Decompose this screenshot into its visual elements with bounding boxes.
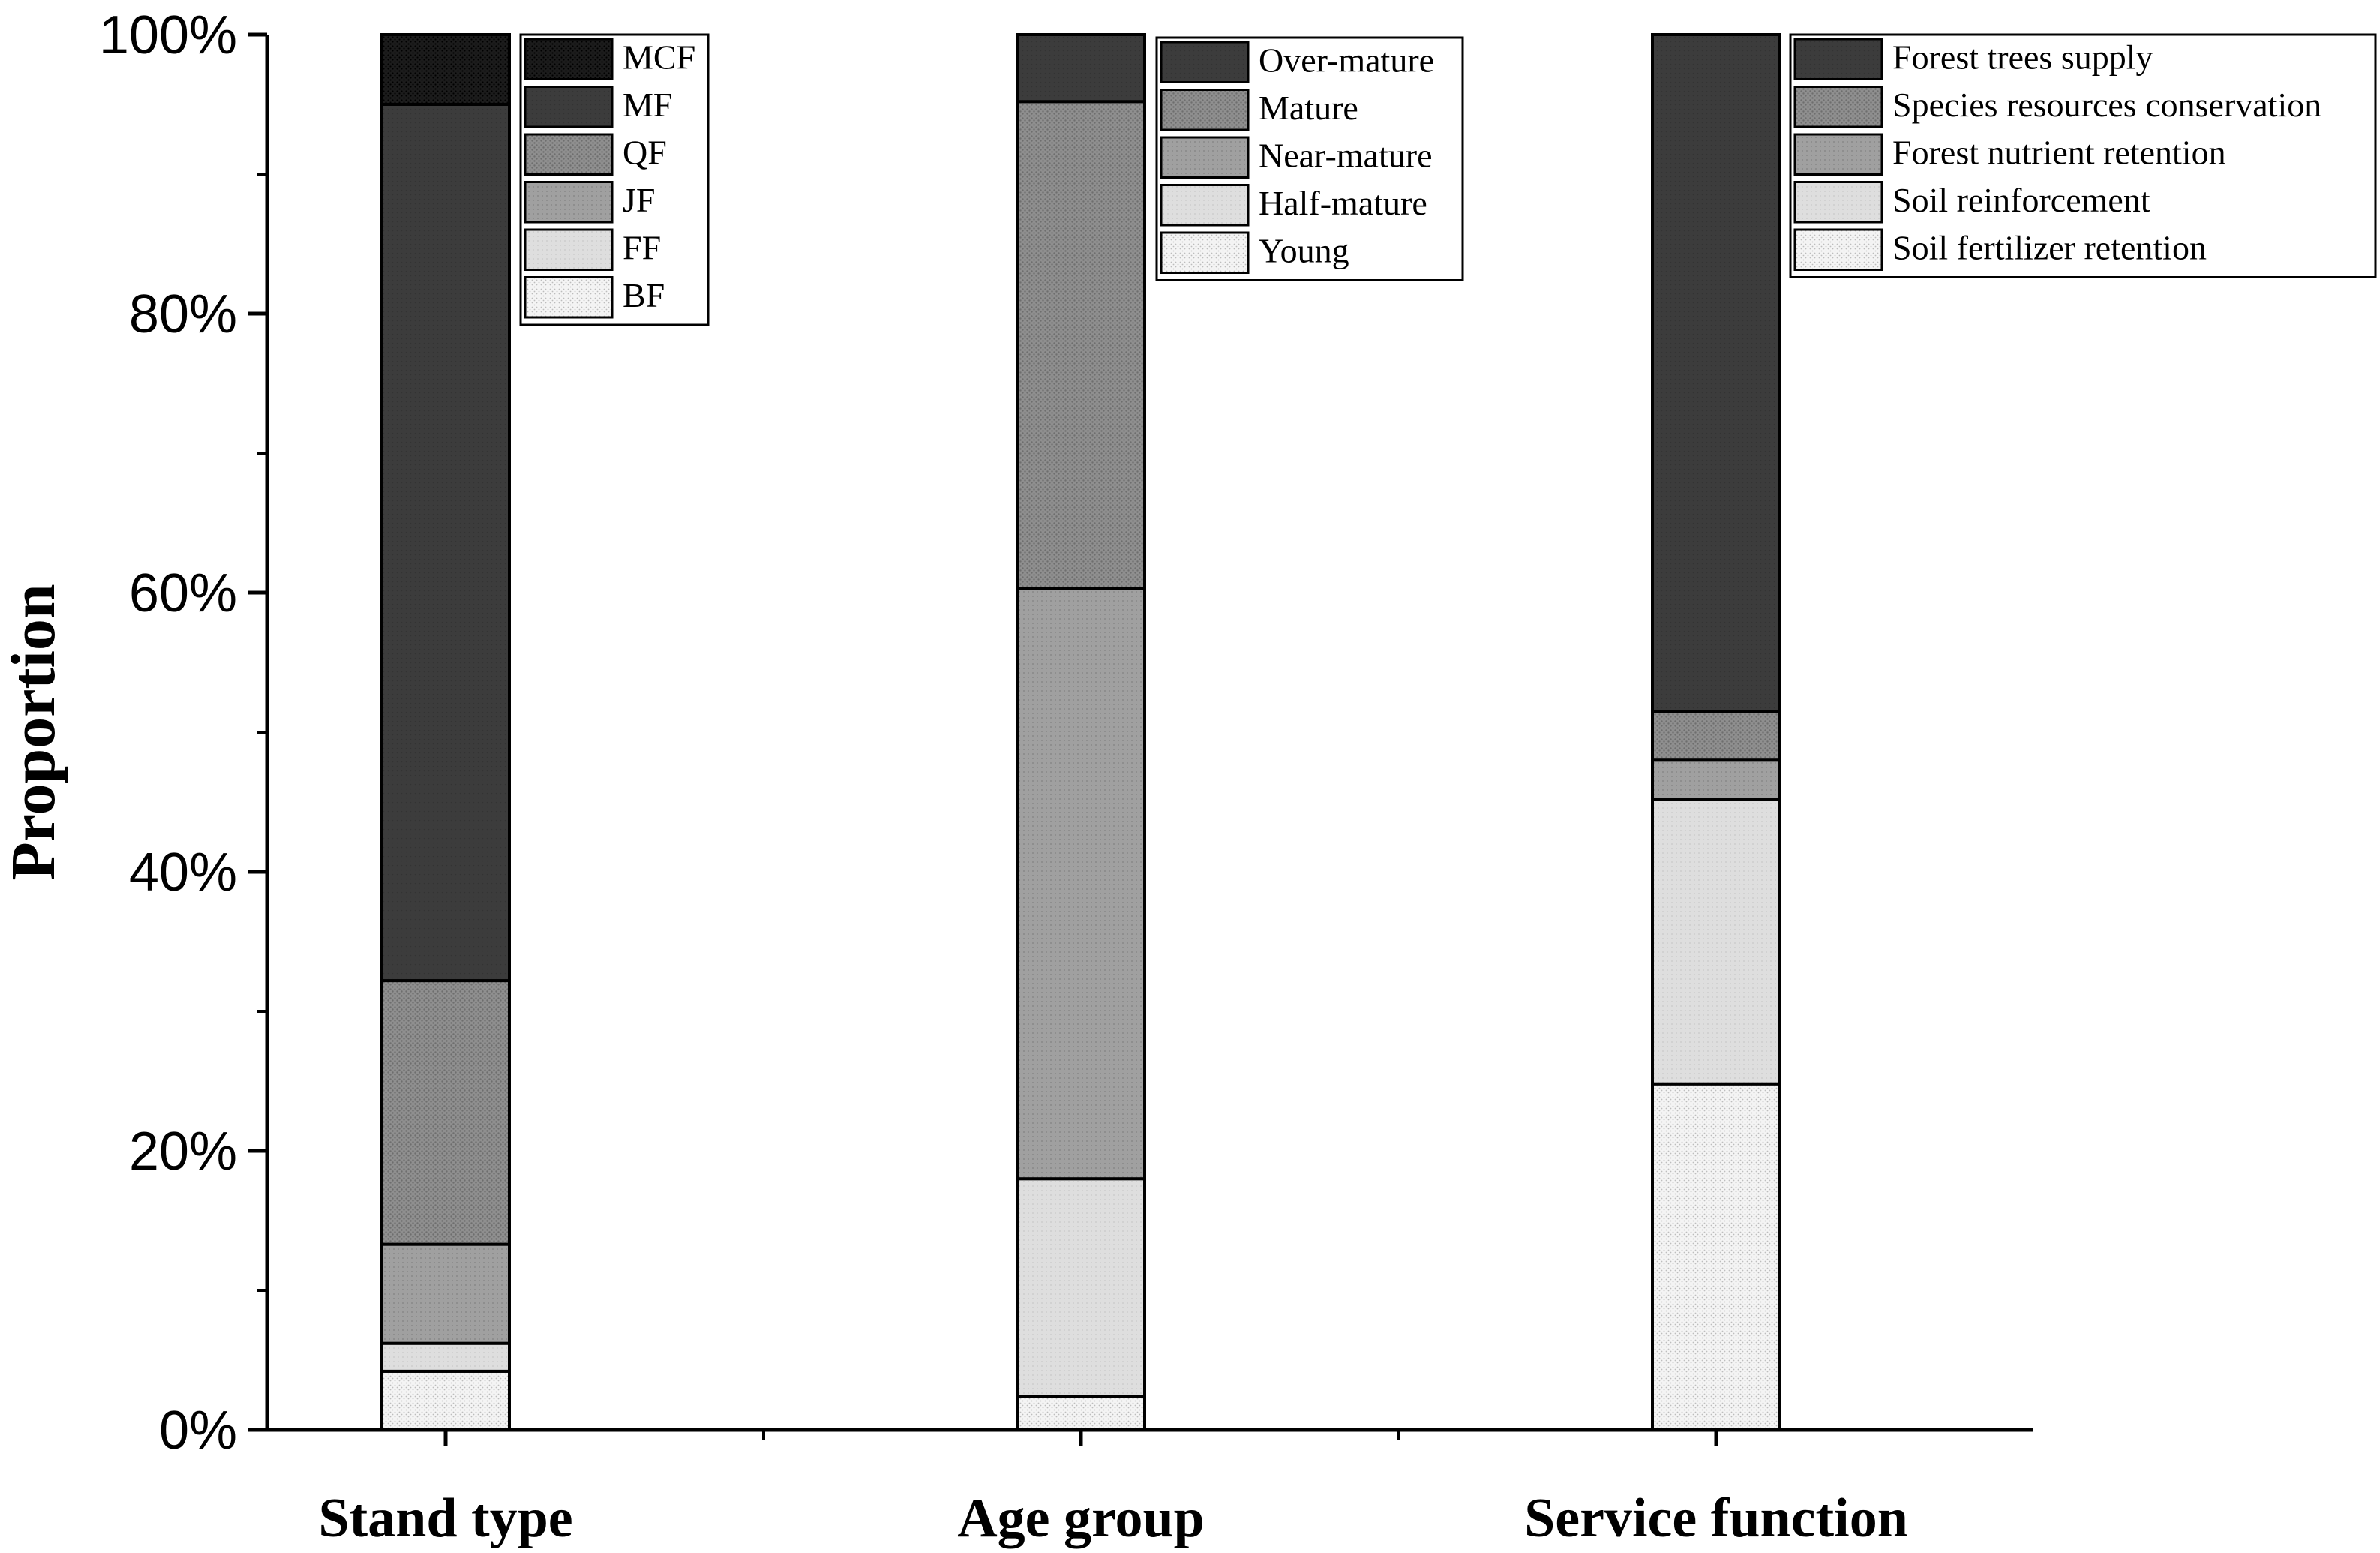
legend-label-jf: JF <box>623 181 655 219</box>
legend-swatch-mature <box>1160 89 1250 131</box>
legend-swatch-jf <box>524 181 614 224</box>
y-tick-label: 0% <box>159 1401 237 1461</box>
legend-swatch-qf <box>524 133 614 176</box>
legend-label-bf: BF <box>623 276 665 314</box>
legend-label-mcf: MCF <box>623 38 695 77</box>
bar-segment-soil-fertilizer-retention <box>1651 1082 1781 1431</box>
bar-layer <box>380 33 1781 1432</box>
legend-label-mf: MF <box>623 86 672 124</box>
legend-label-soil-reinforcement: Soil reinforcement <box>1892 181 2150 219</box>
y-ticks: 0% 20% 40% 60% 80% 100% <box>99 5 267 1461</box>
legend-label-soil-fertilizer-retention: Soil fertilizer retention <box>1892 229 2207 267</box>
axes: 0% 20% 40% 60% 80% 100% Stand type Age group Se… <box>99 5 2033 1549</box>
legend-label-over-mature: Over-mature <box>1259 41 1434 80</box>
bar-segment-mf <box>380 103 511 983</box>
y-tick-label: 100% <box>99 5 237 65</box>
y-tick-label: 80% <box>129 284 237 344</box>
bar-segment-ff <box>380 1341 511 1373</box>
legend-swatch-over-mature <box>1160 41 1250 83</box>
bar-segment-mcf <box>380 33 511 106</box>
legend-swatch-young <box>1160 231 1250 274</box>
x-category-label: Service function <box>1524 1488 1908 1549</box>
legend-swatch-soil-reinforcement <box>1793 181 1883 224</box>
legend-box <box>1789 33 2377 278</box>
x-ticks: Stand type Age group Service function <box>318 1430 1908 1549</box>
bar-segment-half-mature <box>1016 1177 1146 1398</box>
legend-swatch-species-resources-conservation <box>1793 86 1883 128</box>
bar-segment-forest-nutrient-retention <box>1651 758 1781 801</box>
legend-label-ff: FF <box>623 229 661 267</box>
legend-label-qf: QF <box>623 134 667 172</box>
bar-segment-young <box>1016 1395 1146 1431</box>
legend-swatch-bf <box>524 276 614 319</box>
legend-swatch-mf <box>524 86 614 128</box>
legend-label-forest-nutrient-retention: Forest nutrient retention <box>1892 134 2226 172</box>
legend-swatch-forest-nutrient-retention <box>1793 133 1883 176</box>
bar-segment-qf <box>380 979 511 1246</box>
bar-segment-bf <box>380 1369 511 1432</box>
legend-swatch-soil-fertilizer-retention <box>1793 228 1883 271</box>
y-tick-label: 20% <box>129 1122 237 1182</box>
bar-segment-over-mature <box>1016 33 1146 104</box>
legend-label-young: Young <box>1259 232 1349 270</box>
legend-swatch-mcf <box>524 38 614 80</box>
legend-swatch-ff <box>524 228 614 271</box>
y-axis-label: Proportion <box>0 584 68 880</box>
bar-segment-species-resources-conservation <box>1651 710 1781 762</box>
legend-swatch-half-mature <box>1160 184 1250 227</box>
legend-label-near-mature: Near-mature <box>1259 137 1432 175</box>
bar-segment-mature <box>1016 100 1146 590</box>
legend-label-mature: Mature <box>1259 89 1358 127</box>
x-category-label: Stand type <box>318 1488 572 1549</box>
legend-swatch-forest-trees-supply <box>1793 38 1883 80</box>
y-tick-label: 40% <box>129 843 237 903</box>
y-tick-label: 60% <box>129 563 237 623</box>
legends: MCF MF QF JF FF BF Over-mature Mature Near-matur… <box>519 33 2377 326</box>
legend-label-half-mature: Half-mature <box>1259 184 1427 222</box>
x-category-label: Age group <box>957 1488 1205 1549</box>
bar-segment-forest-trees-supply <box>1651 33 1781 713</box>
legend-label-species-resources-conservation: Species resources conservation <box>1892 86 2321 124</box>
bar-segment-jf <box>380 1242 511 1345</box>
bar-segment-near-mature <box>1016 587 1146 1181</box>
legend-label-forest-trees-supply: Forest trees supply <box>1892 38 2153 77</box>
legend-swatch-near-mature <box>1160 136 1250 179</box>
bar-segment-soil-reinforcement <box>1651 798 1781 1086</box>
